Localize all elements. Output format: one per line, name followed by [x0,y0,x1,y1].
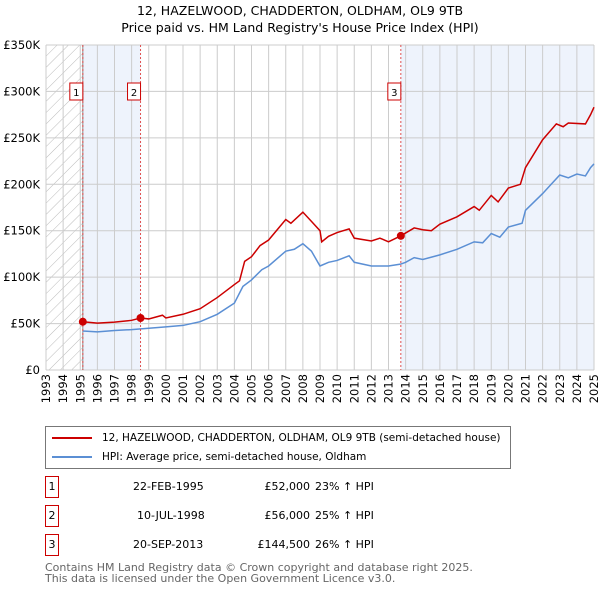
footer-copyright: Contains HM Land Registry data © Crown c… [45,561,473,574]
x-tick-label: 1996 [90,374,104,403]
y-tick-label: £150K [3,224,40,238]
x-tick-label: 2002 [193,374,207,403]
sale-label-box [127,82,142,101]
y-tick-label: £300K [3,84,40,98]
x-tick-label: 2005 [245,374,259,403]
y-tick-label: £0 [25,363,40,377]
x-tick-label: 2024 [570,374,584,403]
x-tick-label: 2007 [279,374,293,403]
x-tick-label: 2019 [484,374,498,403]
x-tick-label: 2001 [176,374,190,403]
transaction-number: 2 [45,505,59,527]
transaction-hpi: 23% ↑ HPI [315,480,374,493]
sale-label: 3 [391,88,397,99]
x-tick-label: 2013 [382,374,396,403]
x-tick-label: 2020 [501,374,515,403]
y-tick-label: £200K [3,177,40,191]
sale-label-box [387,82,402,101]
x-tick-label: 2023 [553,374,567,403]
y-tick-label: £350K [3,38,40,52]
sale-point [396,231,405,240]
series-line [82,163,595,333]
x-tick-label: 2025 [587,374,600,403]
transaction-date: 20-SEP-2013 [133,538,204,551]
legend-swatch-blue [52,456,92,458]
y-tick-label: £100K [3,270,40,284]
series-line [82,106,595,324]
sale-point [78,317,87,326]
x-tick-label: 1993 [39,374,53,403]
transaction-price: £144,500 [257,538,311,551]
sale-label: 2 [131,88,137,99]
x-tick-label: 2006 [262,374,276,403]
x-tick-label: 2008 [296,374,310,403]
x-tick-label: 2017 [450,374,464,403]
transaction-row: 2 10-JUL-1998 £56,000 25% ↑ HPI [45,505,445,527]
x-tick-label: 1998 [125,374,139,403]
x-tick-label: 1995 [73,374,87,403]
x-tick-label: 1999 [142,374,156,403]
shaded-region [400,45,594,370]
sale-label: 1 [73,88,79,99]
transaction-row: 3 20-SEP-2013 £144,500 26% ↑ HPI [45,534,445,556]
transaction-date: 22-FEB-1995 [133,480,204,493]
chart-subtitle: Price paid vs. HM Land Registry's House … [121,20,479,35]
x-tick-label: 2010 [330,374,344,403]
x-tick-label: 2011 [347,374,361,403]
legend-swatch-red [52,437,92,439]
y-tick-label: £50K [11,317,41,331]
transaction-number: 3 [45,534,59,556]
legend: 12, HAZELWOOD, CHADDERTON, OLDHAM, OL9 9… [45,426,511,469]
sale-label-box [69,82,84,101]
transaction-date: 10-JUL-1998 [137,509,205,522]
legend-item-property: 12, HAZELWOOD, CHADDERTON, OLDHAM, OL9 9… [46,429,501,447]
x-tick-label: 2000 [159,374,173,403]
x-tick-label: 2009 [313,374,327,403]
transaction-price: £56,000 [264,509,311,522]
x-tick-label: 2022 [536,374,550,403]
sale-point [136,314,145,322]
footer-licence: This data is licensed under the Open Gov… [45,572,396,585]
x-tick-label: 2003 [210,374,224,403]
x-tick-label: 2018 [467,374,481,403]
chart-title: 12, HAZELWOOD, CHADDERTON, OLDHAM, OL9 9… [136,3,464,18]
x-tick-label: 2021 [519,374,533,403]
transaction-hpi: 25% ↑ HPI [315,509,374,522]
legend-label: 12, HAZELWOOD, CHADDERTON, OLDHAM, OL9 9… [102,432,501,444]
x-tick-label: 2004 [227,374,241,403]
x-tick-label: 1997 [108,374,122,403]
y-tick-label: £250K [3,131,40,145]
x-tick-label: 2014 [399,374,413,403]
legend-label: HPI: Average price, semi-detached house,… [102,451,367,463]
x-tick-label: 2012 [364,374,378,403]
x-tick-label: 1994 [56,374,70,403]
transaction-number: 1 [45,476,59,498]
transaction-hpi: 26% ↑ HPI [315,538,374,551]
x-tick-label: 2016 [433,374,447,403]
x-tick-label: 2015 [416,374,430,403]
transaction-row: 1 22-FEB-1995 £52,000 23% ↑ HPI [45,476,445,498]
legend-item-hpi: HPI: Average price, semi-detached house,… [46,448,366,466]
transaction-price: £52,000 [264,480,311,493]
